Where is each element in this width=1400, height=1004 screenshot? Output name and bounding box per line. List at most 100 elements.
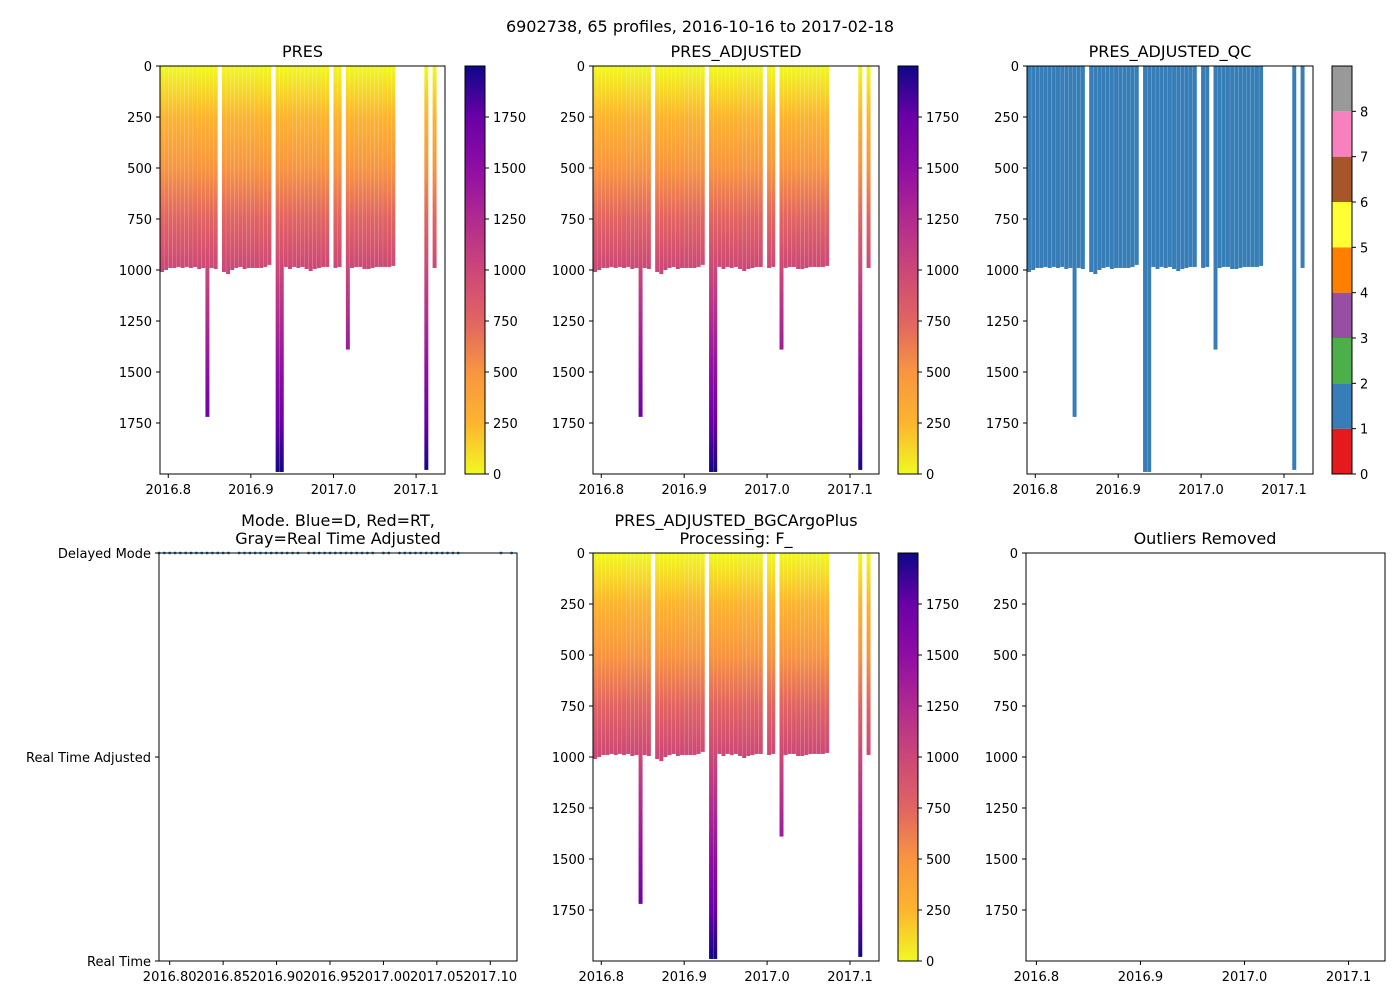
colorbar-tick-label: 0 (1360, 468, 1368, 483)
profile-bar (655, 553, 660, 760)
axes-layer: 2016.8 2016.9 2017.0 2017.1 0 250 500 750 1000 12… (119, 60, 439, 498)
profile-bar (1118, 66, 1123, 268)
y-tick-label: 250 (560, 598, 585, 613)
colorbar-segment (1332, 156, 1352, 202)
profile-bar (626, 553, 631, 754)
colorbar-tick-label: 1250 (926, 213, 959, 228)
y-tick-label: 1500 (985, 853, 1018, 868)
profile-bar (1109, 66, 1114, 269)
profile-bar (354, 66, 359, 267)
profile-bar (1027, 66, 1031, 273)
profile-bar (671, 66, 676, 267)
profile-bar (622, 66, 626, 268)
y-tick-label: Delayed Mode (58, 547, 151, 562)
profile-bar (787, 66, 792, 267)
profile-bar (675, 66, 680, 269)
profile-bar (696, 553, 701, 754)
y-tick-label: 250 (993, 598, 1018, 613)
profile-bar (692, 66, 697, 268)
profile-bar (1089, 66, 1094, 273)
colorbar-segment (1332, 292, 1352, 338)
x-tick-label: 2017.1 (1261, 483, 1307, 498)
y-tick-label: 1750 (985, 904, 1018, 919)
panel-title-line2: Processing: F_ (679, 529, 793, 549)
profile-bar (1122, 66, 1127, 268)
profile-bar (1254, 66, 1259, 267)
profile-bar (263, 66, 268, 267)
profile-bar (597, 553, 602, 757)
colorbar-tick-label: 1000 (926, 751, 959, 766)
profile-bar (1234, 66, 1239, 269)
profile-bar (617, 66, 622, 267)
colorbar-tick-label: 500 (926, 853, 951, 868)
profile-bar (791, 66, 796, 267)
profile-bar (771, 553, 776, 754)
profile-bar (370, 66, 375, 268)
profile-bar (667, 66, 672, 268)
profile-bar (820, 553, 825, 754)
profile-bar (717, 553, 722, 754)
profile-bar (721, 553, 726, 756)
profile-bar (1076, 66, 1081, 268)
profile-bar (304, 66, 309, 269)
profile-bar (1126, 66, 1131, 268)
profile-bar (754, 553, 759, 754)
x-tick-label: 2016.9 (228, 483, 274, 498)
profile-bar (601, 66, 606, 268)
profile-bar (709, 553, 714, 959)
profile-bar (597, 66, 602, 270)
profile-bar (1101, 66, 1106, 268)
profile-bar (1184, 66, 1189, 268)
profile-bar (688, 66, 693, 268)
bars-layer (160, 66, 437, 472)
profile-bar (783, 66, 788, 268)
y-tick-label: 0 (577, 547, 585, 562)
x-tick-label: 2017.10 (463, 970, 517, 985)
profile-bar (1167, 66, 1172, 267)
y-tick-label: 500 (994, 162, 1019, 177)
y-tick-label: 750 (127, 213, 152, 228)
profile-bar (613, 66, 618, 268)
colorbar-tick-label: 1500 (926, 162, 959, 177)
x-tick-label: 2017.0 (311, 483, 357, 498)
colorbar-gradient (898, 66, 918, 474)
x-tick-label: 2016.9 (661, 483, 707, 498)
profile-bar (1035, 66, 1040, 268)
profile-bar (713, 66, 718, 472)
profile-bar (337, 66, 342, 267)
profile-bar (779, 66, 784, 350)
y-tick-label: 1250 (552, 802, 585, 817)
colorbar-segment (1332, 338, 1352, 384)
y-tick-label: 250 (560, 111, 585, 126)
profile-bar (804, 553, 809, 755)
profile-bar (746, 553, 751, 756)
profile-bar (1246, 66, 1251, 267)
profile-bar (250, 66, 255, 268)
x-tick-label: 2017.1 (1326, 970, 1372, 985)
profile-bar (638, 553, 643, 904)
profile-bar (733, 553, 738, 754)
profile-bar (1230, 66, 1235, 269)
profile-bar (700, 553, 705, 752)
profile-bar (750, 66, 755, 268)
plot-frame (1025, 552, 1386, 962)
profile-bar (1172, 66, 1177, 269)
panel-mode: Mode. Blue=D, Red=RT, Gray=Real Time Adj… (26, 511, 518, 985)
panel-title: PRES_ADJUSTED_QC (1089, 42, 1252, 62)
profile-bar (609, 66, 614, 267)
y-tick-label: 500 (993, 649, 1018, 664)
y-tick-label: 1000 (552, 751, 585, 766)
profile-bar (630, 66, 635, 269)
y-tick-label: 0 (1011, 60, 1019, 75)
profile-bar (308, 66, 313, 272)
panel-pres: PRES 2016.8 2016.9 2017.0 2017.1 0 250 500 750 1… (119, 42, 526, 498)
profile-bar (333, 66, 338, 268)
profile-bar (742, 553, 747, 759)
profile-bar (729, 553, 734, 755)
x-tick-label: 2016.9 (661, 970, 707, 985)
profile-bar (1130, 66, 1135, 267)
profile-bar (800, 553, 805, 756)
colorbar-tick-label: 7 (1360, 151, 1368, 166)
colorbar-segment (1332, 428, 1352, 474)
profile-bar (1163, 66, 1168, 268)
